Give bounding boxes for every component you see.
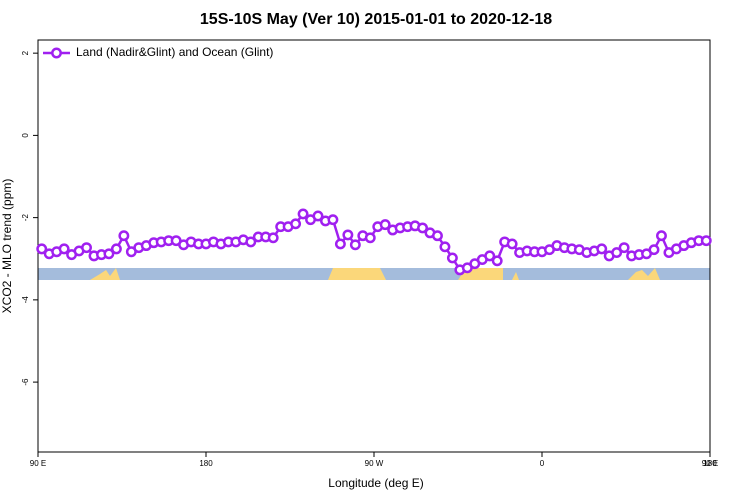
land-ocean-mask [38,268,710,280]
land-strip [90,268,120,280]
x-tick-label: 180 [199,459,213,468]
legend-label: Land (Nadir&Glint) and Ocean (Glint) [76,45,273,59]
x-tick-label: 180 [703,459,717,468]
y-axis-label: XCO2 - MLO trend (ppm) [0,179,14,314]
point [439,241,451,253]
y-tick-label: -2 [21,214,30,222]
point [700,235,712,247]
point [312,210,324,222]
x-tick-label: 90 E [30,459,46,468]
point [618,242,630,254]
x-tick-label: 90 W [365,459,384,468]
point [656,230,667,242]
legend-marker [51,47,62,59]
point [334,238,346,250]
point [267,232,279,244]
land-strip [512,272,519,280]
point [611,247,623,259]
point [491,255,503,267]
point [596,243,608,255]
point [432,230,443,242]
point [58,243,70,255]
point [446,252,458,264]
point [417,222,428,234]
land-strip [328,268,386,280]
point [36,243,48,255]
x-tick-label: 90 E [702,459,718,468]
point [118,230,130,242]
point [342,229,354,241]
point [103,248,115,260]
point [484,250,496,262]
point [349,239,361,251]
point [81,242,92,254]
x-tick-label: 0 [540,459,545,468]
point [506,238,518,250]
x-axis-label: Longitude (deg E) [328,476,423,490]
y-tick-label: 0 [21,133,30,138]
y-tick-label: -4 [21,296,30,304]
chart-title: 15S-10S May (Ver 10) 2015-01-01 to 2020-… [200,11,552,28]
y-tick-label: 2 [21,50,30,55]
land-strip [628,268,660,280]
point [245,236,257,248]
point [379,219,391,231]
point [648,244,660,256]
point [364,232,376,244]
point [110,243,122,255]
point [327,214,339,226]
point [290,218,302,230]
series-line [41,212,707,272]
point [297,208,309,220]
y-tick-label: -6 [21,378,30,386]
